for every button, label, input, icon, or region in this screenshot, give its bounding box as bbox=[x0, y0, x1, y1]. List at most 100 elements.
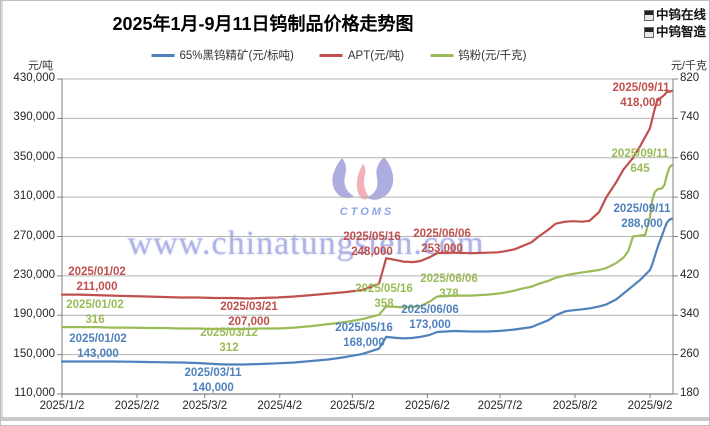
y-axis-right-tick-label: 500 bbox=[680, 229, 700, 242]
brand-line-2: 中钨智造 bbox=[643, 24, 706, 41]
apt-line-swatch bbox=[319, 53, 343, 57]
annotation-value: 645 bbox=[630, 163, 650, 175]
annotation-date: 2025/01/02 bbox=[68, 266, 126, 278]
x-axis-tick-label: 2025/2/2 bbox=[114, 400, 160, 412]
annotation-date: 2025/01/02 bbox=[66, 299, 124, 311]
brand-block: 中钨在线 中钨智造 bbox=[643, 7, 706, 41]
y-axis-right-tick-label: 420 bbox=[680, 268, 700, 281]
data-point-annotation: 2025/09/11 418,000 bbox=[613, 81, 670, 111]
annotation-date: 2025/05/16 bbox=[355, 283, 413, 295]
data-point-annotation: 2025/09/11 288,000 bbox=[614, 202, 671, 232]
data-point-annotation: 2025/09/11 645 bbox=[612, 147, 669, 177]
data-point-annotation: 2025/03/11 140,000 bbox=[185, 366, 242, 396]
annotation-value: 418,000 bbox=[620, 97, 662, 109]
legend-item-tungsten-powder: 钨粉(元/千克) bbox=[430, 47, 526, 63]
y-axis-right-tick-label: 740 bbox=[680, 111, 700, 124]
y-axis-left-tick-label: 230,000 bbox=[13, 268, 55, 281]
y-axis-left-tick-label: 350,000 bbox=[13, 150, 55, 163]
brand-logo-icon bbox=[643, 27, 654, 38]
y-axis-left-tick-label: 150,000 bbox=[13, 347, 55, 360]
brand-line-1-label: 中钨在线 bbox=[655, 8, 706, 22]
data-point-annotation: 2025/06/06 378 bbox=[420, 272, 478, 302]
y-axis-left-tick-label: 310,000 bbox=[13, 190, 55, 203]
x-axis-tick-label: 2025/9/2 bbox=[627, 400, 673, 412]
annotation-value: 140,000 bbox=[192, 382, 234, 394]
y-axis-left-tick-label: 390,000 bbox=[13, 111, 55, 124]
legend-label: 钨粉(元/千克) bbox=[458, 50, 527, 62]
legend-label: 65%黑钨精矿(元/标吨) bbox=[179, 50, 294, 62]
y-axis-right-tick-label: 820 bbox=[680, 72, 700, 84]
annotation-value: 358 bbox=[374, 298, 394, 310]
annotation-date: 2025/03/11 bbox=[184, 367, 242, 379]
data-point-annotation: 2025/05/16 248,000 bbox=[343, 230, 401, 260]
x-axis-tick-label: 2025/1/2 bbox=[39, 400, 85, 412]
x-axis-tick-label: 2025/5/2 bbox=[329, 400, 375, 412]
x-axis-tick-label: 2025/6/2 bbox=[404, 400, 450, 412]
annotation-date: 2025/06/06 bbox=[413, 228, 471, 240]
annotation-value: 316 bbox=[85, 314, 105, 326]
data-point-annotation: 2025/03/12 312 bbox=[200, 326, 258, 356]
y-axis-left-tick-label: 270,000 bbox=[13, 229, 55, 242]
data-point-annotation: 2025/06/06 253,000 bbox=[413, 227, 471, 257]
legend: 65%黑钨精矿(元/标吨) APT(元/吨) 钨粉(元/千克) bbox=[151, 47, 526, 63]
annotation-date: 2025/01/02 bbox=[69, 333, 127, 345]
chart-title: 2025年1月-9月11日钨制品价格走势图 bbox=[112, 14, 414, 34]
annotation-date: 2025/03/21 bbox=[220, 301, 278, 313]
y-axis-right-unit: 元/千克 bbox=[670, 60, 707, 72]
y-axis-right-tick-label: 340 bbox=[680, 308, 700, 321]
y-axis-right-tick-label: 660 bbox=[680, 150, 700, 163]
annotation-value: 253,000 bbox=[421, 243, 463, 255]
y-axis-left-tick-label: 190,000 bbox=[13, 308, 55, 321]
annotation-value: 248,000 bbox=[351, 246, 393, 258]
data-point-annotation: 2025/01/02 143,000 bbox=[69, 332, 127, 362]
x-axis-tick-label: 2025/7/2 bbox=[477, 400, 523, 412]
brand-line-2-label: 中钨智造 bbox=[655, 25, 706, 39]
y-axis-left-tick-label: 110,000 bbox=[14, 387, 55, 399]
annotation-date: 2025/09/11 bbox=[611, 148, 669, 160]
data-point-annotation: 2025/01/02 316 bbox=[66, 298, 124, 328]
y-axis-left-tick-label: 430,000 bbox=[13, 72, 55, 84]
x-axis-tick-label: 2025/8/2 bbox=[552, 400, 598, 412]
y-axis-right-tick-label: 580 bbox=[680, 190, 700, 203]
annotation-date: 2025/09/11 bbox=[613, 203, 671, 215]
data-point-annotation: 2025/03/21 207,000 bbox=[220, 300, 278, 330]
annotation-date: 2025/05/16 bbox=[343, 231, 401, 243]
annotation-value: 173,000 bbox=[409, 319, 451, 331]
annotation-value: 378 bbox=[439, 288, 459, 300]
ctoms-logo-text: CTOMS bbox=[339, 206, 395, 218]
annotation-date: 2025/05/16 bbox=[335, 322, 393, 334]
annotation-value: 143,000 bbox=[77, 348, 119, 360]
frame-bottom-edge bbox=[1, 417, 709, 421]
brand-line-1: 中钨在线 bbox=[643, 7, 706, 24]
ctoms-logo: CTOMS bbox=[328, 157, 406, 218]
annotation-value: 211,000 bbox=[76, 281, 118, 293]
brand-logo-icon bbox=[643, 10, 654, 21]
frame-left-edge bbox=[1, 1, 3, 421]
x-axis-tick-label: 2025/4/2 bbox=[257, 400, 303, 412]
annotation-value: 312 bbox=[219, 342, 239, 354]
x-axis-tick-label: 2025/3/2 bbox=[182, 400, 228, 412]
wolframite-line-swatch bbox=[151, 53, 175, 57]
legend-item-apt: APT(元/吨) bbox=[319, 47, 405, 63]
annotation-date: 2025/03/12 bbox=[200, 327, 258, 339]
data-point-annotation: 2025/01/02 211,000 bbox=[68, 265, 126, 295]
data-point-annotation: 2025/05/16 168,000 bbox=[335, 321, 393, 351]
data-point-annotation: 2025/06/06 173,000 bbox=[401, 303, 459, 333]
data-point-annotation: 2025/05/16 358 bbox=[355, 282, 413, 312]
annotation-date: 2025/09/11 bbox=[612, 82, 670, 94]
legend-label: APT(元/吨) bbox=[347, 50, 405, 62]
watermark-url: www.chinatungsten.com bbox=[127, 225, 485, 262]
y-axis-left-unit: 元/吨 bbox=[28, 60, 54, 72]
annotation-value: 168,000 bbox=[343, 337, 385, 349]
legend-item-wolframite: 65%黑钨精矿(元/标吨) bbox=[151, 47, 294, 63]
y-axis-right-tick-label: 260 bbox=[680, 347, 700, 360]
annotation-date: 2025/06/06 bbox=[401, 304, 459, 316]
powder-line-swatch bbox=[430, 53, 454, 57]
annotation-value: 207,000 bbox=[228, 316, 270, 328]
annotation-value: 288,000 bbox=[621, 218, 663, 230]
ctoms-logo-mark bbox=[332, 157, 394, 200]
y-axis-right-tick-label: 180 bbox=[680, 387, 700, 399]
annotation-date: 2025/06/06 bbox=[420, 273, 478, 285]
